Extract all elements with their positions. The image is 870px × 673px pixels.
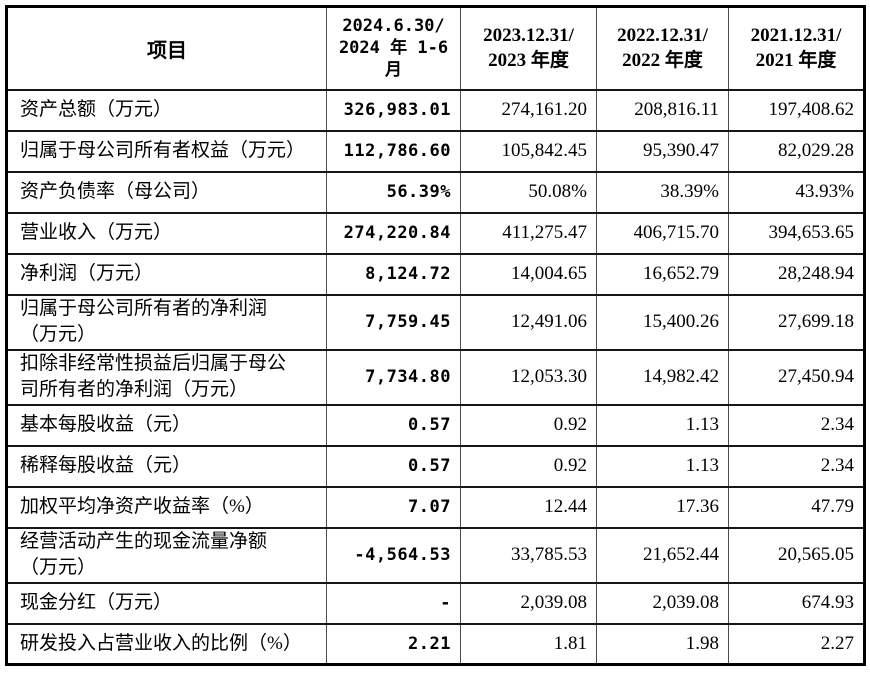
header-row: 项目 2024.6.30/ 2024 年 1-6 月 2023.12.31/ 2…: [6, 5, 865, 91]
header-period-2023: 2023.12.31/ 2023 年度: [460, 5, 597, 91]
cell-value: 105,842.45: [460, 129, 597, 173]
financial-summary-table: 项目 2024.6.30/ 2024 年 1-6 月 2023.12.31/ 2…: [5, 5, 866, 666]
row-label: 研发投入占营业收入的比例（%）: [6, 622, 327, 666]
cell-value: 0.57: [326, 444, 461, 488]
cell-value: 274,220.84: [326, 211, 461, 255]
cell-value: 38.39%: [596, 170, 729, 214]
table-row-diluted-eps: 稀释每股收益（元） 0.57 0.92 1.13 2.34: [6, 444, 865, 488]
cell-value: 14,982.42: [596, 348, 729, 406]
cell-value: 20,565.05: [728, 526, 865, 584]
cell-value: 1.13: [596, 444, 729, 488]
cell-value: 82,029.28: [728, 129, 865, 173]
row-label: 基本每股收益（元）: [6, 403, 327, 447]
table-row-debt-ratio: 资产负债率（母公司） 56.39% 50.08% 38.39% 43.93%: [6, 170, 865, 214]
cell-value: 197,408.62: [728, 88, 865, 132]
cell-value: 15,400.26: [596, 293, 729, 351]
row-label: 归属于母公司所有者的净利润 （万元）: [6, 293, 327, 351]
table-row-deducted-net-profit: 扣除非经常性损益后归属于母公 司所有者的净利润（万元） 7,734.80 12,…: [6, 348, 865, 406]
cell-value: 12,491.06: [460, 293, 597, 351]
cell-value: 208,816.11: [596, 88, 729, 132]
cell-value: 1.81: [460, 622, 597, 666]
cell-value: 14,004.65: [460, 252, 597, 296]
cell-value: 17.36: [596, 485, 729, 529]
cell-value: 12.44: [460, 485, 597, 529]
header-period-2024h1: 2024.6.30/ 2024 年 1-6 月: [326, 5, 461, 91]
header-period-2021: 2021.12.31/ 2021 年度: [728, 5, 865, 91]
row-label: 资产负债率（母公司）: [6, 170, 327, 214]
cell-value: 50.08%: [460, 170, 597, 214]
cell-value: 47.79: [728, 485, 865, 529]
table-row-parent-net-profit: 归属于母公司所有者的净利润 （万元） 7,759.45 12,491.06 15…: [6, 293, 865, 351]
cell-value: 2,039.08: [596, 581, 729, 625]
cell-value: 12,053.30: [460, 348, 597, 406]
row-label: 扣除非经常性损益后归属于母公 司所有者的净利润（万元）: [6, 348, 327, 406]
cell-value: 56.39%: [326, 170, 461, 214]
cell-value: 2.34: [728, 403, 865, 447]
cell-value: 326,983.01: [326, 88, 461, 132]
cell-value: 7,734.80: [326, 348, 461, 406]
cell-value: 674.93: [728, 581, 865, 625]
cell-value: 411,275.47: [460, 211, 597, 255]
cell-value: 0.57: [326, 403, 461, 447]
key-financials-table: 项目 2024.6.30/ 2024 年 1-6 月 2023.12.31/ 2…: [5, 5, 866, 666]
row-label: 资产总额（万元）: [6, 88, 327, 132]
cell-value: 0.92: [460, 403, 597, 447]
cell-value: 27,699.18: [728, 293, 865, 351]
table-row-revenue: 营业收入（万元） 274,220.84 411,275.47 406,715.7…: [6, 211, 865, 255]
cell-value: 406,715.70: [596, 211, 729, 255]
cell-value: 2,039.08: [460, 581, 597, 625]
cell-value: 0.92: [460, 444, 597, 488]
header-period-2022: 2022.12.31/ 2022 年度: [596, 5, 729, 91]
cell-value: 274,161.20: [460, 88, 597, 132]
table-row-cash-dividend: 现金分红（万元） - 2,039.08 2,039.08 674.93: [6, 581, 865, 625]
table-row-net-profit: 净利润（万元） 8,124.72 14,004.65 16,652.79 28,…: [6, 252, 865, 296]
cell-value: 27,450.94: [728, 348, 865, 406]
cell-value: 1.98: [596, 622, 729, 666]
cell-value: -4,564.53: [326, 526, 461, 584]
cell-value: 2.34: [728, 444, 865, 488]
cell-value: 21,652.44: [596, 526, 729, 584]
cell-value: 394,653.65: [728, 211, 865, 255]
cell-value: 1.13: [596, 403, 729, 447]
cell-value: 33,785.53: [460, 526, 597, 584]
table-row-operating-cash-flow: 经营活动产生的现金流量净额 （万元） -4,564.53 33,785.53 2…: [6, 526, 865, 584]
row-label: 加权平均净资产收益率（%）: [6, 485, 327, 529]
header-item: 项目: [6, 5, 327, 91]
row-label: 现金分红（万元）: [6, 581, 327, 625]
cell-value: 2.21: [326, 622, 461, 666]
table-row-total-assets: 资产总额（万元） 326,983.01 274,161.20 208,816.1…: [6, 88, 865, 132]
row-label: 稀释每股收益（元）: [6, 444, 327, 488]
cell-value: 112,786.60: [326, 129, 461, 173]
cell-value: 16,652.79: [596, 252, 729, 296]
cell-value: 8,124.72: [326, 252, 461, 296]
cell-value: 28,248.94: [728, 252, 865, 296]
cell-value: 7.07: [326, 485, 461, 529]
cell-value: 2.27: [728, 622, 865, 666]
cell-value: 95,390.47: [596, 129, 729, 173]
table-row-weighted-roe: 加权平均净资产收益率（%） 7.07 12.44 17.36 47.79: [6, 485, 865, 529]
cell-value: -: [326, 581, 461, 625]
row-label: 归属于母公司所有者权益（万元）: [6, 129, 327, 173]
row-label: 营业收入（万元）: [6, 211, 327, 255]
row-label: 净利润（万元）: [6, 252, 327, 296]
row-label: 经营活动产生的现金流量净额 （万元）: [6, 526, 327, 584]
cell-value: 7,759.45: [326, 293, 461, 351]
table-row-parent-equity: 归属于母公司所有者权益（万元） 112,786.60 105,842.45 95…: [6, 129, 865, 173]
cell-value: 43.93%: [728, 170, 865, 214]
table-row-basic-eps: 基本每股收益（元） 0.57 0.92 1.13 2.34: [6, 403, 865, 447]
table-row-rd-ratio: 研发投入占营业收入的比例（%） 2.21 1.81 1.98 2.27: [6, 622, 865, 666]
